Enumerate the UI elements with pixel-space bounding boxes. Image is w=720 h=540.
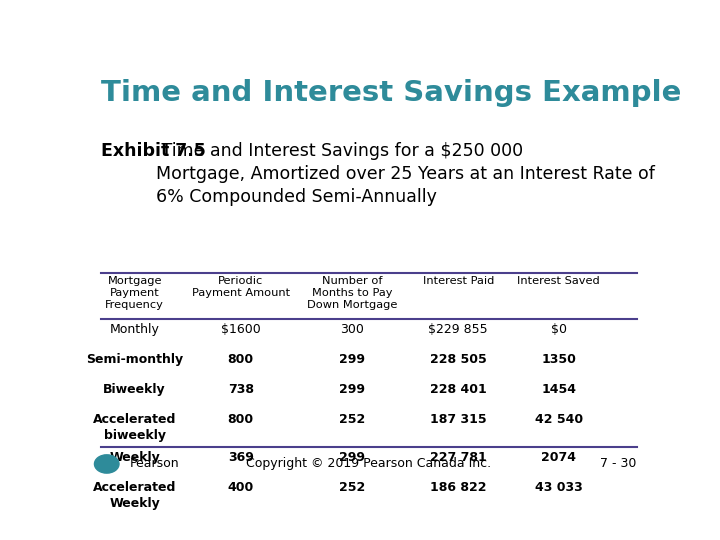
Circle shape bbox=[94, 455, 119, 473]
Text: 186 822: 186 822 bbox=[430, 481, 487, 494]
Text: 42 540: 42 540 bbox=[535, 413, 582, 426]
Text: Interest Paid: Interest Paid bbox=[423, 276, 494, 286]
Text: Pearson: Pearson bbox=[130, 457, 180, 470]
Text: Mortgage
Payment
Frequency: Mortgage Payment Frequency bbox=[105, 276, 164, 310]
Text: 2074: 2074 bbox=[541, 451, 576, 464]
Text: $0: $0 bbox=[551, 323, 567, 336]
Text: P: P bbox=[102, 457, 112, 470]
Text: 800: 800 bbox=[228, 353, 253, 366]
Text: $229 855: $229 855 bbox=[428, 323, 488, 336]
Text: 299: 299 bbox=[339, 451, 365, 464]
Text: 369: 369 bbox=[228, 451, 253, 464]
Text: 299: 299 bbox=[339, 353, 365, 366]
Text: 299: 299 bbox=[339, 383, 365, 396]
Text: Exhibit 7.5: Exhibit 7.5 bbox=[101, 141, 206, 160]
Text: 800: 800 bbox=[228, 413, 253, 426]
Text: Accelerated
Weekly: Accelerated Weekly bbox=[93, 481, 176, 510]
Text: Semi-monthly: Semi-monthly bbox=[86, 353, 183, 366]
Text: Accelerated
biweekly: Accelerated biweekly bbox=[93, 413, 176, 442]
Text: $1600: $1600 bbox=[221, 323, 261, 336]
Text: Biweekly: Biweekly bbox=[104, 383, 166, 396]
Text: Number of
Months to Pay
Down Mortgage: Number of Months to Pay Down Mortgage bbox=[307, 276, 397, 310]
Text: 187 315: 187 315 bbox=[430, 413, 487, 426]
Text: 1350: 1350 bbox=[541, 353, 576, 366]
Text: 43 033: 43 033 bbox=[535, 481, 582, 494]
Text: 738: 738 bbox=[228, 383, 253, 396]
Text: 252: 252 bbox=[339, 413, 365, 426]
Text: 7 - 30: 7 - 30 bbox=[600, 457, 637, 470]
Text: Copyright © 2019 Pearson Canada Inc.: Copyright © 2019 Pearson Canada Inc. bbox=[246, 457, 492, 470]
Text: 228 401: 228 401 bbox=[430, 383, 487, 396]
Text: Periodic
Payment Amount: Periodic Payment Amount bbox=[192, 276, 289, 298]
Text: Interest Saved: Interest Saved bbox=[518, 276, 600, 286]
Text: Weekly: Weekly bbox=[109, 451, 160, 464]
Text: 300: 300 bbox=[341, 323, 364, 336]
Text: Time and Interest Savings Example: Time and Interest Savings Example bbox=[101, 79, 682, 107]
Text: 227 781: 227 781 bbox=[430, 451, 487, 464]
Text: Monthly: Monthly bbox=[109, 323, 160, 336]
Text: 228 505: 228 505 bbox=[430, 353, 487, 366]
Text: 400: 400 bbox=[228, 481, 253, 494]
Text: 1454: 1454 bbox=[541, 383, 576, 396]
Text: Time and Interest Savings for a $250 000
Mortgage, Amortized over 25 Years at an: Time and Interest Savings for a $250 000… bbox=[156, 141, 654, 206]
Text: 252: 252 bbox=[339, 481, 365, 494]
